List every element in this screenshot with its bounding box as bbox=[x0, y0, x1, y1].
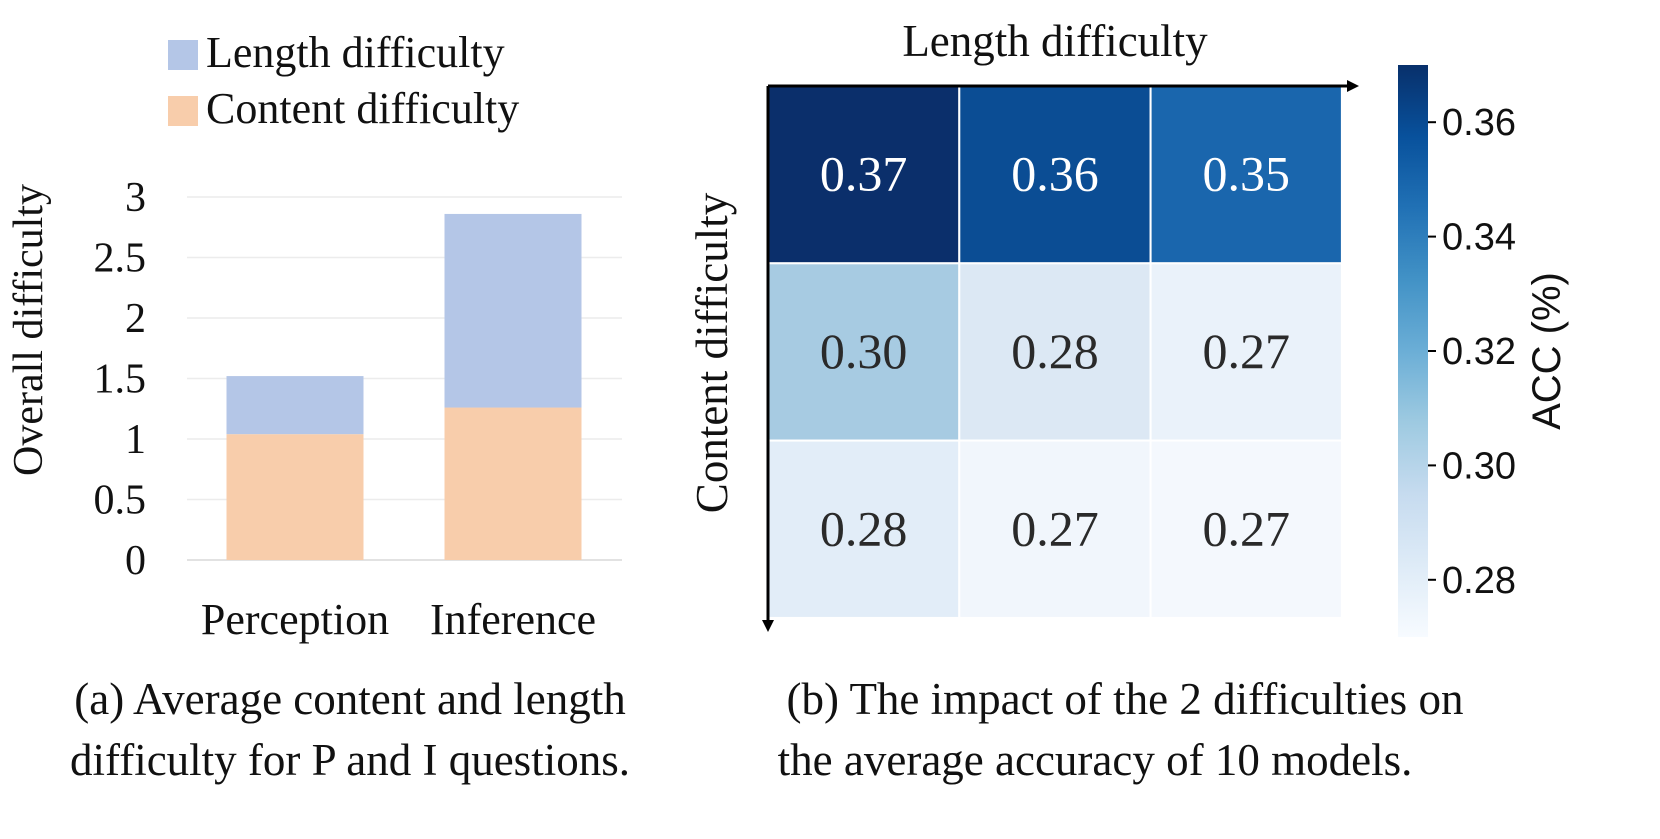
legend-label: Length difficulty bbox=[206, 28, 505, 77]
y-tick-label: 0.5 bbox=[94, 478, 147, 524]
colorbar bbox=[1398, 65, 1428, 637]
y-tick-labels: 0 0.5 1 1.5 2 2.5 3 bbox=[94, 175, 147, 584]
cell-label: 0.28 bbox=[820, 500, 908, 556]
y-axis-label: Content difficulty bbox=[687, 192, 737, 513]
cell-label: 0.27 bbox=[1011, 500, 1099, 556]
bar-segment bbox=[226, 434, 364, 560]
bar-segment bbox=[226, 376, 364, 435]
colorbar-label: ACC (%) bbox=[1525, 272, 1569, 430]
legend: Length difficulty Content difficulty bbox=[168, 28, 519, 133]
y-tick-label: 0 bbox=[125, 538, 146, 584]
heatmap-cell bbox=[958, 439, 1152, 619]
colorbar-tick-label: 0.28 bbox=[1442, 560, 1516, 602]
bar-segment bbox=[444, 407, 582, 560]
cell-label: 0.28 bbox=[1011, 323, 1099, 379]
heatmap-cell bbox=[1149, 85, 1343, 265]
bar-segment bbox=[444, 213, 582, 408]
caption-a-line2: difficulty for P and I questions. bbox=[70, 735, 630, 785]
heatmap-cell bbox=[1149, 262, 1343, 442]
y-axis-label: Overall difficulty bbox=[6, 184, 52, 476]
heatmap-cell bbox=[958, 262, 1152, 442]
colorbar-ticks: 0.28 0.30 0.32 0.34 0.36 bbox=[1428, 102, 1516, 602]
x-axis-label: Length difficulty bbox=[902, 16, 1208, 66]
heatmap-cell bbox=[1149, 439, 1343, 619]
colorbar-tick-label: 0.36 bbox=[1442, 102, 1516, 144]
heatmap-cells: 0.37 0.36 0.35 0.30 0.28 0.27 0.28 0.27 0.27 bbox=[767, 85, 1343, 619]
cell-label: 0.37 bbox=[820, 146, 908, 202]
cell-label: 0.27 bbox=[1203, 500, 1291, 556]
x-tick-labels: Perception Inference bbox=[201, 595, 596, 644]
caption-b-line1: (b) The impact of the 2 difficulties on bbox=[787, 674, 1464, 724]
colorbar-tick-label: 0.34 bbox=[1442, 217, 1516, 259]
caption-a-line1: (a) Average content and length bbox=[74, 674, 625, 724]
x-axis-arrowhead bbox=[1347, 80, 1359, 92]
colorbar-tick-label: 0.32 bbox=[1442, 331, 1516, 373]
cell-label: 0.30 bbox=[820, 323, 908, 379]
cell-label: 0.36 bbox=[1011, 146, 1099, 202]
heatmap-chart: Length difficulty Content difficulty 0.3… bbox=[687, 16, 1569, 785]
y-tick-label: 1 bbox=[125, 417, 146, 463]
cell-label: 0.27 bbox=[1203, 323, 1291, 379]
stacked-bar-chart: 0 0.5 1 1.5 2 2.5 3 Perception Inference Overal… bbox=[6, 28, 630, 785]
bars bbox=[226, 213, 582, 560]
cell-label: 0.35 bbox=[1203, 146, 1291, 202]
legend-swatch bbox=[168, 40, 198, 70]
caption-b-line2: the average accuracy of 10 models. bbox=[778, 735, 1413, 785]
heatmap-cell bbox=[958, 85, 1152, 265]
y-tick-label: 1.5 bbox=[94, 357, 147, 403]
x-tick-label: Perception bbox=[201, 595, 389, 644]
y-tick-label: 2.5 bbox=[94, 236, 147, 282]
legend-swatch bbox=[168, 96, 198, 126]
y-tick-label: 3 bbox=[125, 175, 146, 221]
axis-arrows bbox=[762, 80, 1359, 632]
y-tick-label: 2 bbox=[125, 296, 146, 342]
x-tick-label: Inference bbox=[430, 595, 596, 644]
colorbar-tick-label: 0.30 bbox=[1442, 445, 1516, 487]
legend-label: Content difficulty bbox=[206, 84, 519, 133]
y-axis-arrowhead bbox=[762, 620, 774, 632]
